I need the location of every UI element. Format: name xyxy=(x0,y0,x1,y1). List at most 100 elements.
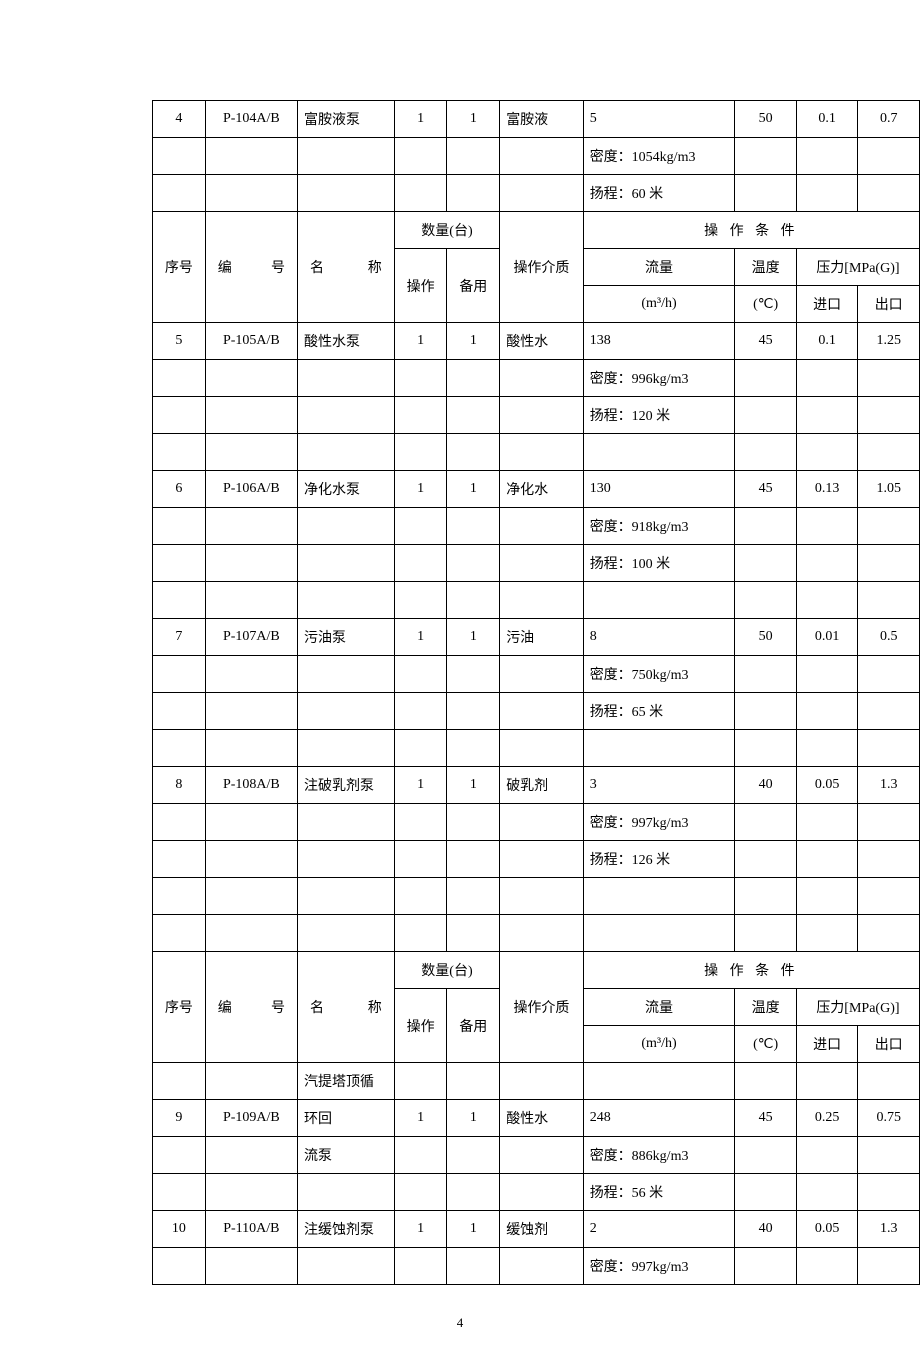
cell-temp: 50 xyxy=(735,101,797,138)
cell-temp: 45 xyxy=(735,323,797,360)
cell-pin: 0.13 xyxy=(796,471,858,508)
col-flow: 流量 xyxy=(583,989,735,1026)
table-row: 密度：997kg/m3 xyxy=(153,1248,920,1285)
cell-bk: 1 xyxy=(447,101,500,138)
col-name: 名 称 xyxy=(298,212,395,323)
cell-temp: 45 xyxy=(735,1100,797,1137)
table-row: 序号编 号名 称数量(台)操作介质操 作 条 件 xyxy=(153,212,920,249)
cell-pout: 0.5 xyxy=(858,619,920,656)
cell-bk: 1 xyxy=(447,471,500,508)
cell-name: 酸性水泵 xyxy=(298,323,395,360)
cell-seq: 8 xyxy=(153,767,206,804)
cell-op: 1 xyxy=(394,323,447,360)
table-row: 扬程：126 米 xyxy=(153,841,920,878)
cell-seq: 9 xyxy=(153,1100,206,1137)
col-temp-unit: (℃) xyxy=(735,1026,797,1063)
table-row: 密度：1054kg/m3 xyxy=(153,138,920,175)
col-medium: 操作介质 xyxy=(500,952,584,1063)
cell-medium: 酸性水 xyxy=(500,323,584,360)
col-temp-unit: (℃) xyxy=(735,286,797,323)
col-flow-unit: (m³/h) xyxy=(583,1026,735,1063)
cell-code: P-107A/B xyxy=(205,619,297,656)
col-qty: 数量(台) xyxy=(394,952,499,989)
cell-flow: 2 xyxy=(583,1211,735,1248)
cell-temp: 40 xyxy=(735,767,797,804)
cell-pout: 1.3 xyxy=(858,1211,920,1248)
table-row: 扬程：100 米 xyxy=(153,545,920,582)
cell-code: P-110A/B xyxy=(205,1211,297,1248)
col-pout: 出口 xyxy=(858,1026,920,1063)
cell-name: 污油泵 xyxy=(298,619,395,656)
table-row: 扬程：60 米 xyxy=(153,175,920,212)
table-row xyxy=(153,915,920,952)
cell-bk: 1 xyxy=(447,1100,500,1137)
cell-pout: 0.7 xyxy=(858,101,920,138)
cell-code: P-106A/B xyxy=(205,471,297,508)
cell-flow: 密度：750kg/m3 xyxy=(583,656,735,693)
cell-medium: 缓蚀剂 xyxy=(500,1211,584,1248)
cell-medium: 富胺液 xyxy=(500,101,584,138)
cell-pout: 1.05 xyxy=(858,471,920,508)
cell-medium: 破乳剂 xyxy=(500,767,584,804)
table-row xyxy=(153,434,920,471)
col-cond: 操 作 条 件 xyxy=(583,212,919,249)
table-row: 7P-107A/B污油泵11污油8500.010.5 xyxy=(153,619,920,656)
cell-pin: 0.05 xyxy=(796,1211,858,1248)
cell-pout: 0.75 xyxy=(858,1100,920,1137)
col-temp: 温度 xyxy=(735,249,797,286)
table-row: 扬程：65 米 xyxy=(153,693,920,730)
cell-code: P-104A/B xyxy=(205,101,297,138)
cell-name: 汽提塔顶循 xyxy=(298,1063,395,1100)
table-row xyxy=(153,730,920,767)
cell-op: 1 xyxy=(394,1211,447,1248)
col-medium: 操作介质 xyxy=(500,212,584,323)
cell-seq: 6 xyxy=(153,471,206,508)
cell-flow: 扬程：100 米 xyxy=(583,545,735,582)
col-temp: 温度 xyxy=(735,989,797,1026)
cell-pout: 1.25 xyxy=(858,323,920,360)
cell-op: 1 xyxy=(394,101,447,138)
table-row: 8P-108A/B注破乳剂泵11破乳剂3400.051.3 xyxy=(153,767,920,804)
col-qty: 数量(台) xyxy=(394,212,499,249)
cell-op: 1 xyxy=(394,1100,447,1137)
cell-op: 1 xyxy=(394,767,447,804)
col-op: 操作 xyxy=(394,249,447,323)
cell-pin: 0.05 xyxy=(796,767,858,804)
cell-pin: 0.1 xyxy=(796,323,858,360)
col-pressure: 压力[MPa(G)] xyxy=(796,249,919,286)
cell-seq: 5 xyxy=(153,323,206,360)
cell-bk: 1 xyxy=(447,1211,500,1248)
cell-temp: 40 xyxy=(735,1211,797,1248)
cell-medium: 净化水 xyxy=(500,471,584,508)
cell-pin: 0.01 xyxy=(796,619,858,656)
cell-name: 环回 xyxy=(298,1100,395,1137)
table-row: 序号编 号名 称数量(台)操作介质操 作 条 件 xyxy=(153,952,920,989)
cell-medium: 污油 xyxy=(500,619,584,656)
cell-flow: 密度：996kg/m3 xyxy=(583,360,735,397)
equipment-table: 4P-104A/B富胺液泵11富胺液5500.10.7密度：1054kg/m3扬… xyxy=(152,100,920,1285)
cell-temp: 45 xyxy=(735,471,797,508)
table-row: 密度：996kg/m3 xyxy=(153,360,920,397)
col-cond: 操 作 条 件 xyxy=(583,952,919,989)
col-name: 名 称 xyxy=(298,952,395,1063)
table-row: 密度：750kg/m3 xyxy=(153,656,920,693)
page-number: 4 xyxy=(0,1315,920,1331)
table-row: 密度：918kg/m3 xyxy=(153,508,920,545)
col-pin: 进口 xyxy=(796,286,858,323)
cell-seq: 4 xyxy=(153,101,206,138)
table-body: 4P-104A/B富胺液泵11富胺液5500.10.7密度：1054kg/m3扬… xyxy=(153,101,920,1285)
cell-flow: 扬程：60 米 xyxy=(583,175,735,212)
cell-name: 流泵 xyxy=(298,1137,395,1174)
col-bk: 备用 xyxy=(447,249,500,323)
cell-flow: 138 xyxy=(583,323,735,360)
col-op: 操作 xyxy=(394,989,447,1063)
col-code: 编 号 xyxy=(205,212,297,323)
table-row: 扬程：120 米 xyxy=(153,397,920,434)
col-flow: 流量 xyxy=(583,249,735,286)
cell-flow: 扬程：120 米 xyxy=(583,397,735,434)
cell-flow: 248 xyxy=(583,1100,735,1137)
cell-bk: 1 xyxy=(447,323,500,360)
cell-flow: 5 xyxy=(583,101,735,138)
cell-flow: 扬程：65 米 xyxy=(583,693,735,730)
cell-flow: 密度：886kg/m3 xyxy=(583,1137,735,1174)
